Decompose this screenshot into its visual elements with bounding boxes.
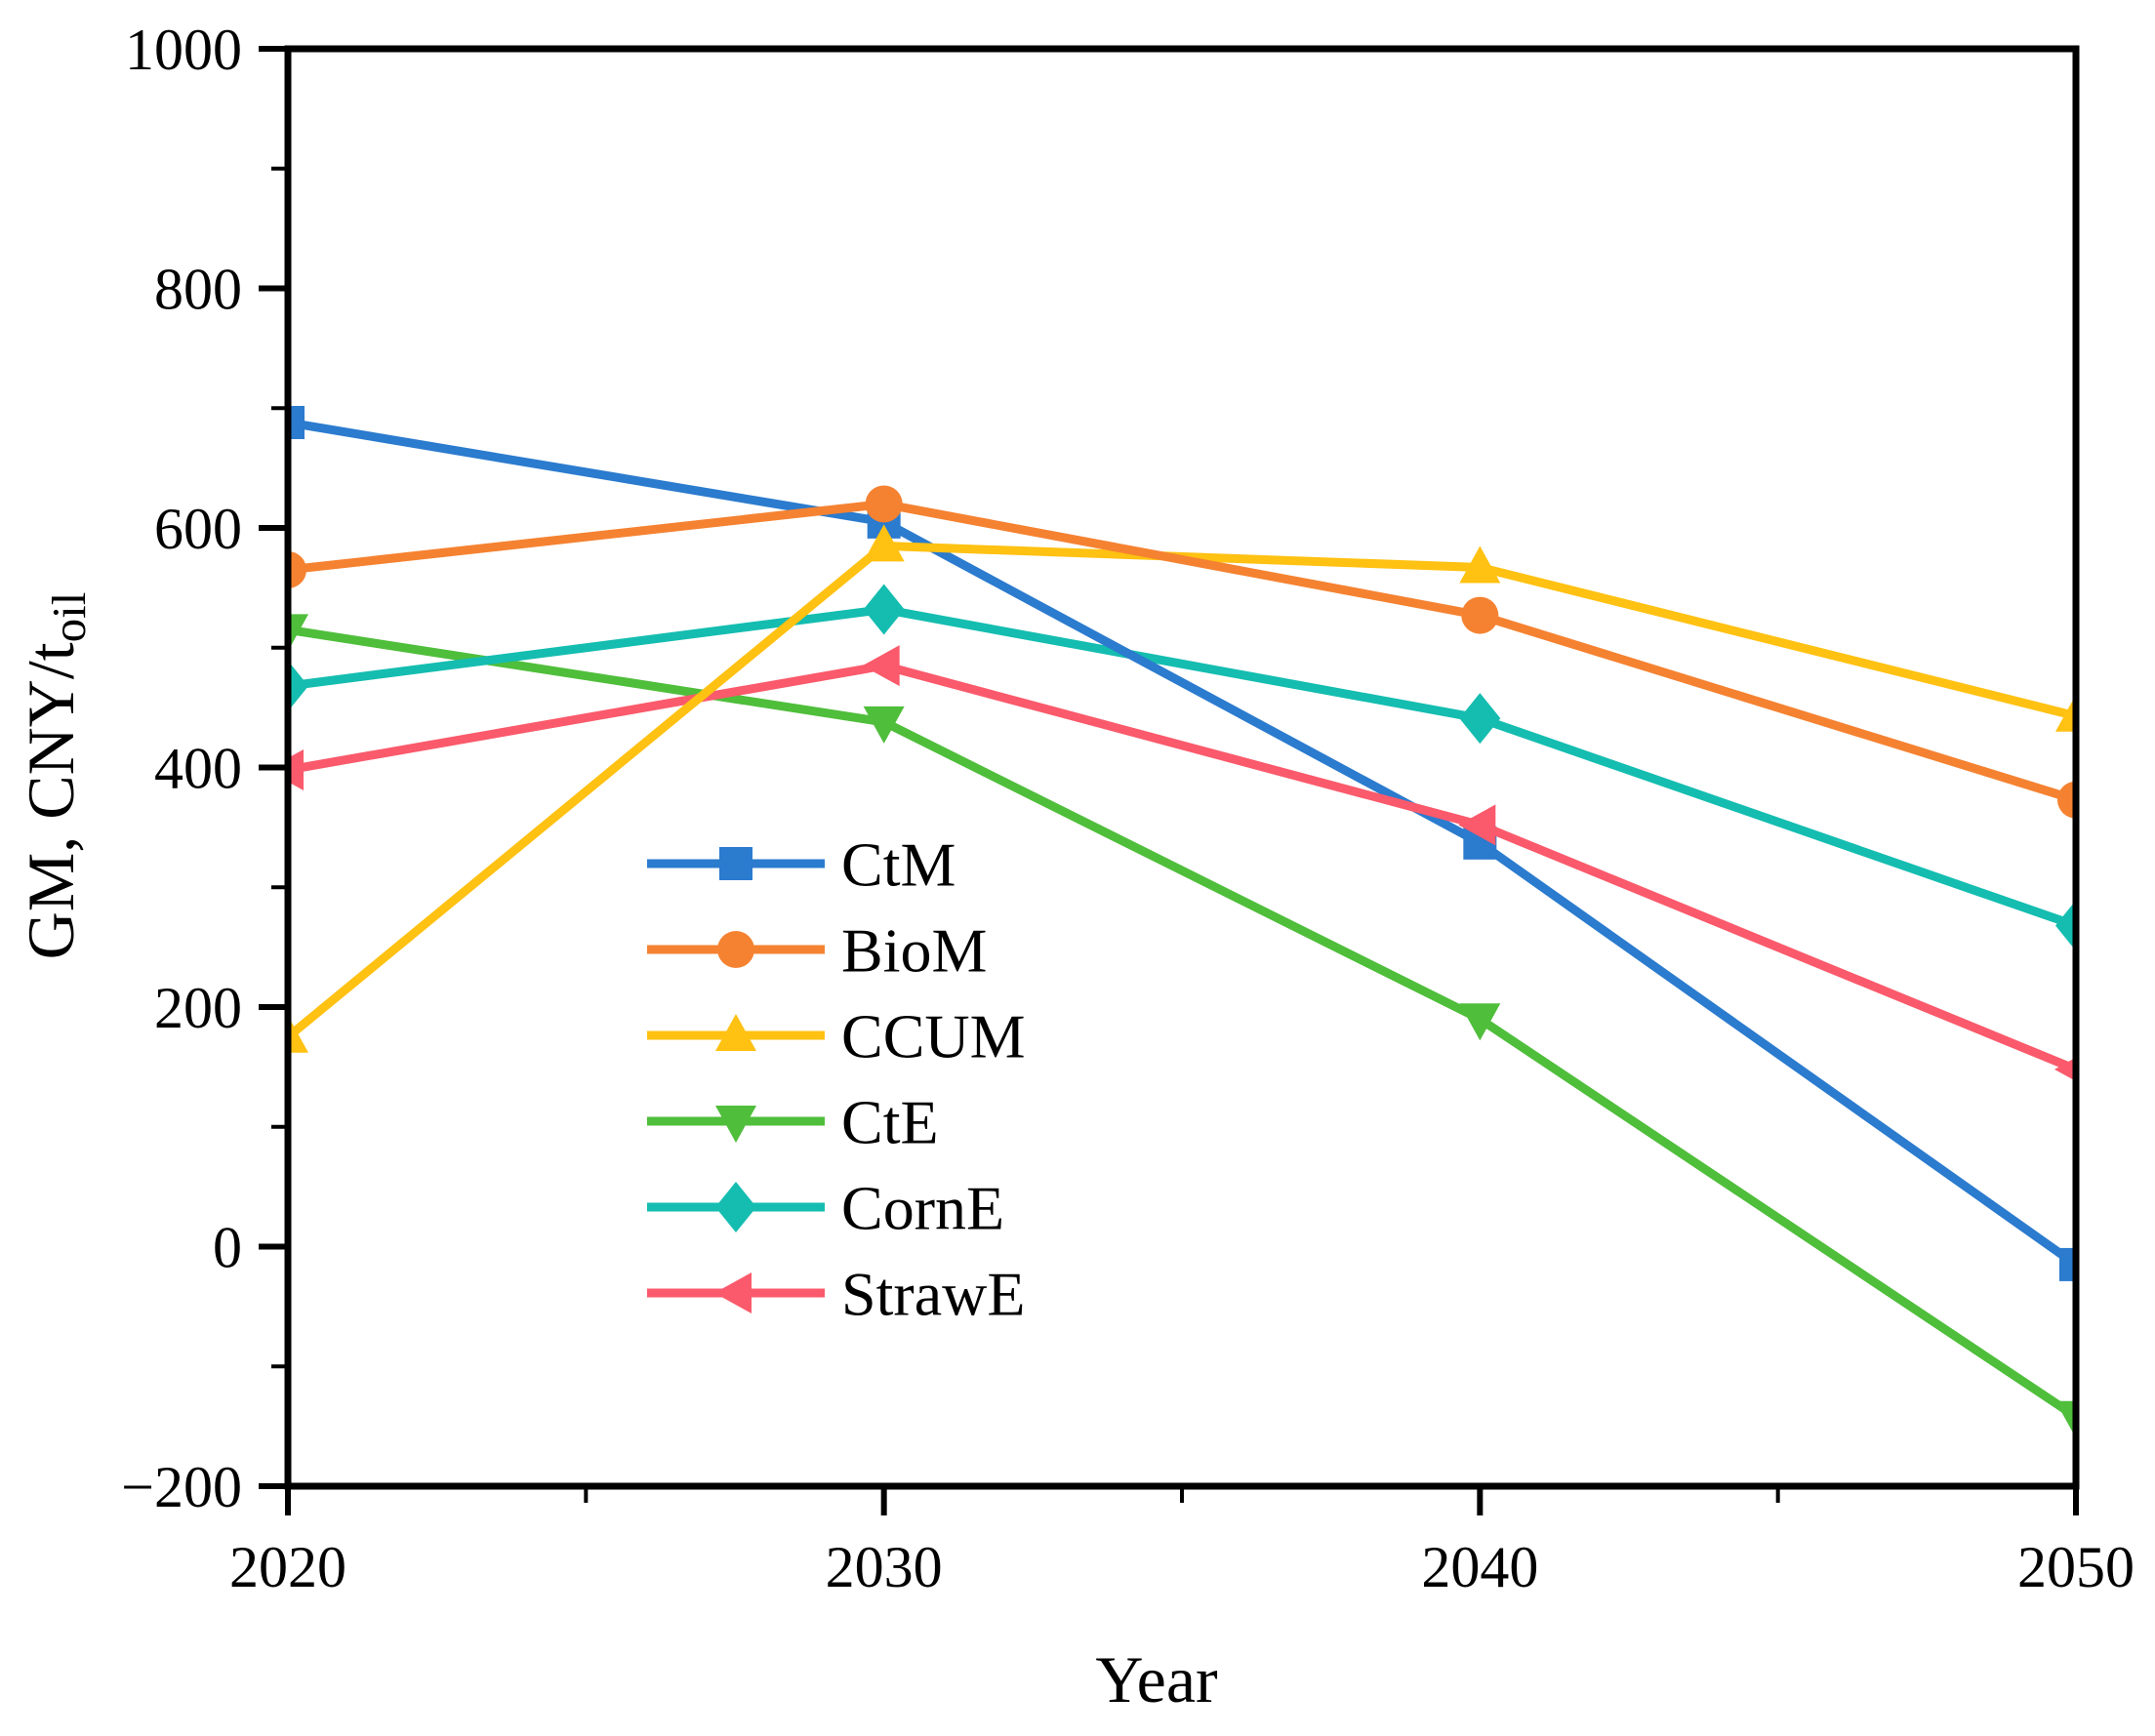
data-point-CCUM-2040 [1459, 545, 1501, 584]
data-point-CCUM-2050 [2055, 694, 2076, 732]
series-line-CtE [288, 625, 2076, 1421]
data-point-BioM-2040 [1461, 596, 1499, 634]
legend-label-BioM: BioM [841, 915, 987, 985]
series-StrawE [288, 645, 2076, 1081]
data-point-CCUM-2020 [288, 1015, 308, 1053]
x-tick-label: 2050 [2017, 1535, 2135, 1599]
data-point-CtM-2020 [288, 405, 305, 439]
y-tick-label: 200 [154, 976, 242, 1040]
data-point-CornE-2030 [863, 584, 905, 635]
series-CtE [288, 614, 2076, 1438]
data-point-BioM-2050 [2057, 781, 2076, 819]
legend-marker-CornE [715, 1182, 756, 1232]
data-point-CtE-2020 [288, 614, 308, 652]
legend-marker-CtM [719, 847, 752, 880]
data-point-StrawE-2020 [288, 748, 304, 790]
legend-label-CCUM: CCUM [841, 1001, 1026, 1070]
y-tick-label: 0 [213, 1216, 242, 1280]
plot-border [284, 45, 2080, 1490]
y-tick-label: 400 [154, 737, 242, 801]
data-point-CCUM-2030 [863, 524, 905, 562]
legend-label-StrawE: StrawE [841, 1259, 1025, 1328]
x-axis-title: Year [1095, 1642, 1218, 1716]
y-tick-label: 800 [154, 258, 242, 322]
series-line-StrawE [288, 661, 2076, 1073]
series-line-BioM [288, 499, 2076, 804]
y-axis-title-text: GM, CNY/t [13, 642, 88, 960]
legend-label-CornE: CornE [841, 1173, 1004, 1242]
data-point-StrawE-2030 [862, 645, 900, 687]
series-CCUM [288, 524, 2076, 1053]
series-area [288, 405, 2076, 1438]
legend-item-StrawE: StrawE [647, 1259, 1025, 1328]
legend-label-CtE: CtE [841, 1087, 939, 1156]
data-point-CornE-2020 [288, 661, 308, 712]
y-tick-label: 1000 [125, 18, 242, 82]
y-axis-title-subscript: oil [42, 591, 97, 643]
legend: CtM BioM CCUM CtE CornE StrawE [647, 829, 1026, 1328]
data-point-BioM-2030 [865, 485, 903, 523]
data-point-BioM-2020 [288, 550, 306, 588]
data-point-CtM-2050 [2059, 1247, 2076, 1281]
data-point-CornE-2040 [1459, 693, 1501, 745]
legend-marker-BioM [717, 931, 754, 968]
data-point-CornE-2050 [2055, 900, 2076, 951]
data-point-StrawE-2040 [1458, 804, 1496, 846]
series-line-CornE [288, 604, 2076, 930]
data-point-CtE-2050 [2055, 1400, 2076, 1438]
tick-labels: 1000 800 600 400 200 0 −200 2020 2030 2040 2050 [121, 18, 2135, 1599]
data-point-StrawE-2050 [2054, 1057, 2076, 1081]
series-CornE [288, 584, 2076, 951]
legend-item-CCUM: CCUM [647, 1001, 1026, 1070]
legend-item-CornE: CornE [647, 1173, 1004, 1242]
series-line-CtM [288, 418, 2076, 1269]
x-tick-label: 2030 [826, 1535, 943, 1599]
x-tick-label: 2020 [229, 1535, 346, 1599]
data-point-CtE-2040 [1459, 1003, 1501, 1041]
legend-marker-CCUM [715, 1014, 756, 1051]
x-tick-label: 2040 [1421, 1535, 1538, 1599]
legend-marker-CtE [715, 1106, 756, 1143]
y-tick-label: −200 [121, 1455, 242, 1519]
y-axis-title: GM, CNY/toil [14, 591, 97, 960]
y-tick-label: 600 [154, 497, 242, 561]
data-point-CtE-2030 [863, 706, 905, 744]
legend-marker-StrawE [714, 1272, 752, 1313]
legend-item-CtE: CtE [647, 1087, 939, 1156]
axis-ticks [259, 46, 2079, 1515]
legend-label-CtM: CtM [841, 829, 956, 899]
legend-item-BioM: BioM [647, 915, 987, 985]
legend-item-CtM: CtM [647, 829, 956, 899]
series-BioM [288, 485, 2076, 819]
